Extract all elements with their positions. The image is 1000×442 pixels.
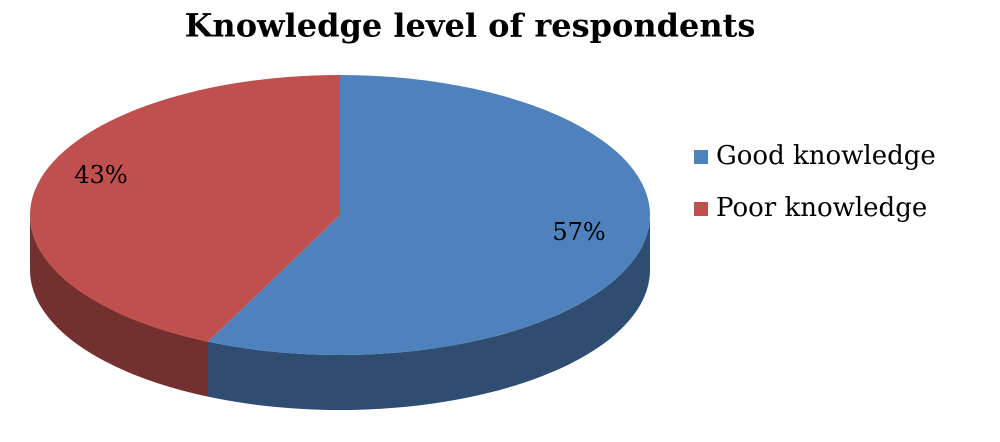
pie-slice — [29, 74, 340, 342]
legend-swatch — [694, 202, 708, 216]
chart-title: Knowledge level of respondents — [185, 7, 756, 45]
legend-swatch — [694, 150, 708, 164]
legend-label: Good knowledge — [716, 141, 936, 171]
pie-side — [208, 215, 650, 410]
value-label: 57% — [552, 218, 605, 246]
pie-side — [30, 215, 209, 397]
legend-label: Poor knowledge — [716, 193, 927, 223]
value-label: 43% — [74, 161, 127, 189]
pie-slice — [208, 75, 650, 355]
